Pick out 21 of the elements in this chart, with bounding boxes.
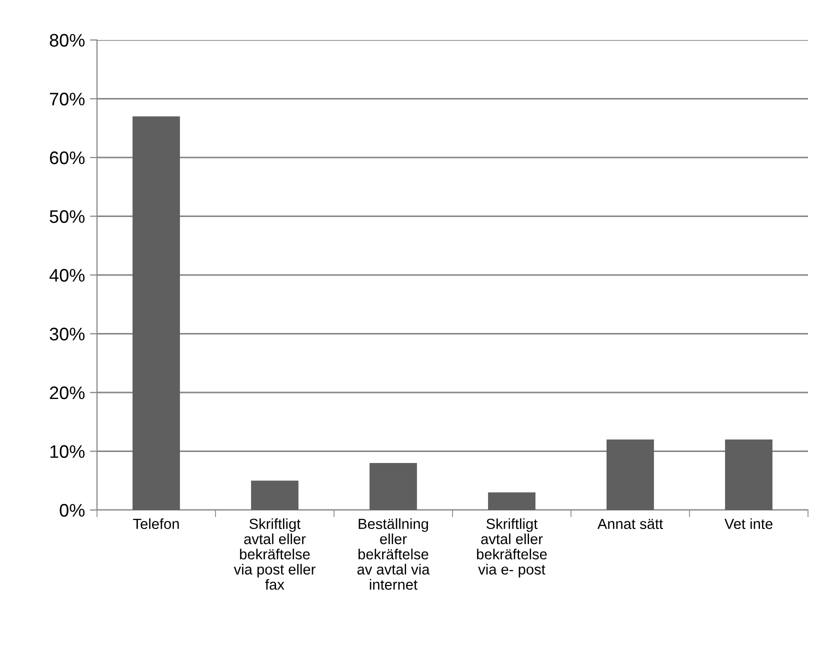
y-tick-label: 50%	[50, 210, 85, 223]
bar	[370, 463, 417, 510]
bar	[251, 480, 298, 510]
y-tick-label: 80%	[50, 34, 85, 47]
y-tick-label: 20%	[50, 386, 85, 400]
bar	[488, 492, 536, 510]
y-tick-label: 0%	[60, 504, 85, 517]
y-tick-label: 40%	[49, 268, 85, 282]
x-tick-label: Vet inte	[724, 518, 772, 530]
y-tick-label: 70%	[50, 92, 85, 106]
bar	[725, 440, 772, 510]
x-tick-label: Skriftligt avtal eller bekräftelse via e- post	[477, 518, 547, 578]
y-tick-label: 60%	[50, 151, 85, 164]
x-tick-label: Annat sätt	[597, 518, 663, 530]
y-tick-label: 30%	[50, 328, 85, 340]
y-tick-label: 10%	[50, 445, 85, 458]
x-tick-label: Beställning eller bekräftelse av avtal via internet	[357, 518, 430, 590]
bar	[132, 116, 180, 510]
x-tick-label: Telefon	[133, 518, 179, 530]
bar	[606, 440, 654, 510]
x-tick-label: Skriftligt avtal eller bekräftelse via post eller fax	[234, 518, 316, 590]
